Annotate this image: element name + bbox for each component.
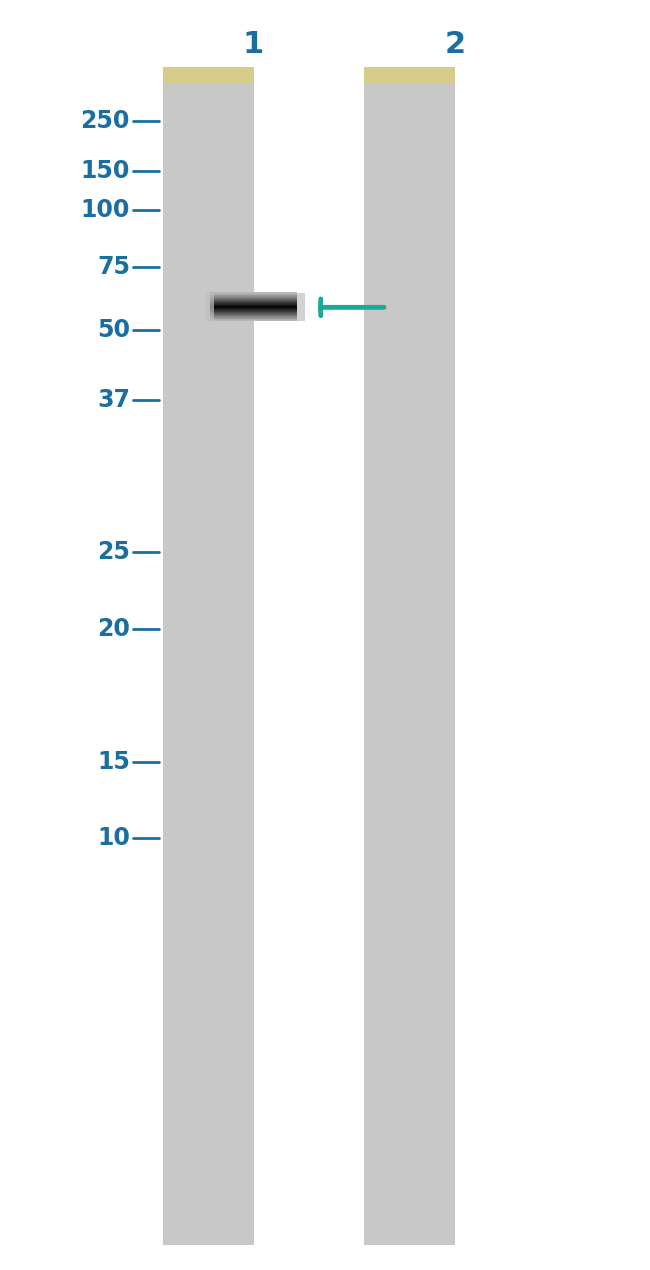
Text: 150: 150	[81, 160, 130, 183]
Bar	[209, 310, 298, 312]
Bar	[209, 319, 298, 321]
FancyBboxPatch shape	[364, 70, 455, 1245]
FancyBboxPatch shape	[162, 67, 254, 83]
Bar	[209, 293, 298, 295]
Bar	[209, 311, 298, 314]
Bar	[209, 307, 298, 310]
Bar	[209, 315, 298, 318]
Bar	[209, 319, 298, 320]
Text: 37: 37	[97, 389, 130, 411]
Bar	[209, 302, 298, 304]
Bar	[209, 302, 298, 305]
Bar	[209, 293, 298, 296]
FancyBboxPatch shape	[162, 70, 254, 1245]
Bar	[209, 298, 298, 301]
Bar	[209, 292, 298, 295]
Bar	[209, 306, 298, 309]
Bar	[209, 316, 298, 318]
Bar	[207, 293, 215, 321]
Text: 20: 20	[97, 617, 130, 640]
Bar	[209, 300, 298, 302]
Bar	[209, 304, 298, 306]
Bar	[209, 295, 298, 297]
Bar	[209, 311, 298, 312]
Bar	[209, 318, 298, 320]
Bar	[209, 297, 298, 298]
Text: 25: 25	[97, 541, 130, 564]
FancyBboxPatch shape	[364, 67, 455, 83]
Bar	[209, 307, 298, 309]
Bar	[209, 295, 298, 296]
Bar	[209, 314, 298, 316]
Bar	[209, 296, 298, 298]
Bar	[209, 296, 298, 297]
Bar	[209, 305, 298, 307]
Bar	[209, 301, 298, 302]
Bar	[209, 315, 298, 316]
Bar	[209, 301, 298, 304]
Bar	[209, 309, 298, 310]
Bar	[209, 297, 298, 300]
Text: 15: 15	[97, 751, 130, 773]
Text: 2: 2	[445, 30, 465, 58]
Bar	[209, 304, 298, 305]
Bar	[209, 318, 298, 319]
Text: 250: 250	[81, 109, 130, 132]
Text: 100: 100	[81, 198, 130, 221]
Bar	[209, 312, 298, 315]
Bar	[209, 305, 298, 306]
Text: 1: 1	[243, 30, 264, 58]
Bar	[209, 310, 298, 311]
Bar	[209, 312, 298, 315]
Bar	[209, 298, 298, 301]
Text: 50: 50	[97, 319, 130, 342]
Text: 10: 10	[97, 827, 130, 850]
Bar	[209, 309, 298, 311]
Bar	[298, 293, 305, 321]
Bar	[209, 316, 298, 319]
Text: 75: 75	[97, 255, 130, 278]
